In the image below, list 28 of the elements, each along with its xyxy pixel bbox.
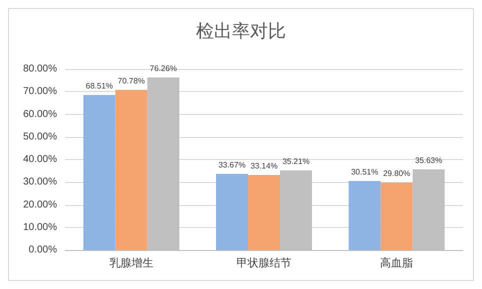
- y-tick-label: 80.00%: [23, 64, 58, 74]
- y-tick-label: 40.00%: [23, 154, 58, 165]
- bar: [115, 90, 148, 250]
- bar: [348, 180, 381, 250]
- y-tick-label: 0.00%: [28, 244, 58, 256]
- data-label: 76.26%: [150, 64, 177, 73]
- y-tick-label: 30.00%: [23, 176, 58, 188]
- y-tick-label: 50.00%: [23, 131, 58, 142]
- data-label: 33.67%: [218, 160, 246, 170]
- chart-title: 检出率对比: [196, 21, 286, 41]
- y-tick-label: 10.00%: [23, 222, 58, 233]
- data-label: 70.78%: [118, 76, 145, 86]
- data-label: 33.14%: [250, 162, 278, 171]
- y-tick-label: 70.00%: [23, 86, 58, 98]
- data-label: 30.51%: [351, 167, 378, 176]
- data-label: 35.63%: [415, 156, 442, 165]
- x-tick-label: 乳腺增生: [109, 256, 154, 270]
- data-label: 29.80%: [383, 169, 410, 178]
- bar: [216, 174, 248, 250]
- y-tick-label: 20.00%: [23, 199, 58, 210]
- data-label: 68.51%: [86, 81, 113, 90]
- bar: [83, 94, 116, 250]
- data-label: 35.21%: [282, 156, 310, 166]
- bar: [380, 182, 413, 250]
- x-tick-label: 甲状腺结节: [236, 256, 292, 270]
- bar: [248, 175, 280, 250]
- y-tick-label: 60.00%: [23, 108, 58, 120]
- x-tick-label: 高血脂: [380, 256, 414, 270]
